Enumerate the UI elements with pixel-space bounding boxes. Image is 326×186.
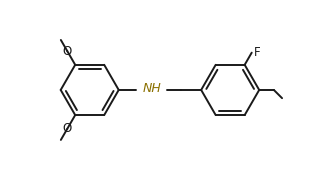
Text: O: O	[63, 122, 72, 135]
Text: O: O	[63, 45, 72, 58]
Text: F: F	[254, 46, 260, 59]
Text: NH: NH	[143, 82, 162, 95]
